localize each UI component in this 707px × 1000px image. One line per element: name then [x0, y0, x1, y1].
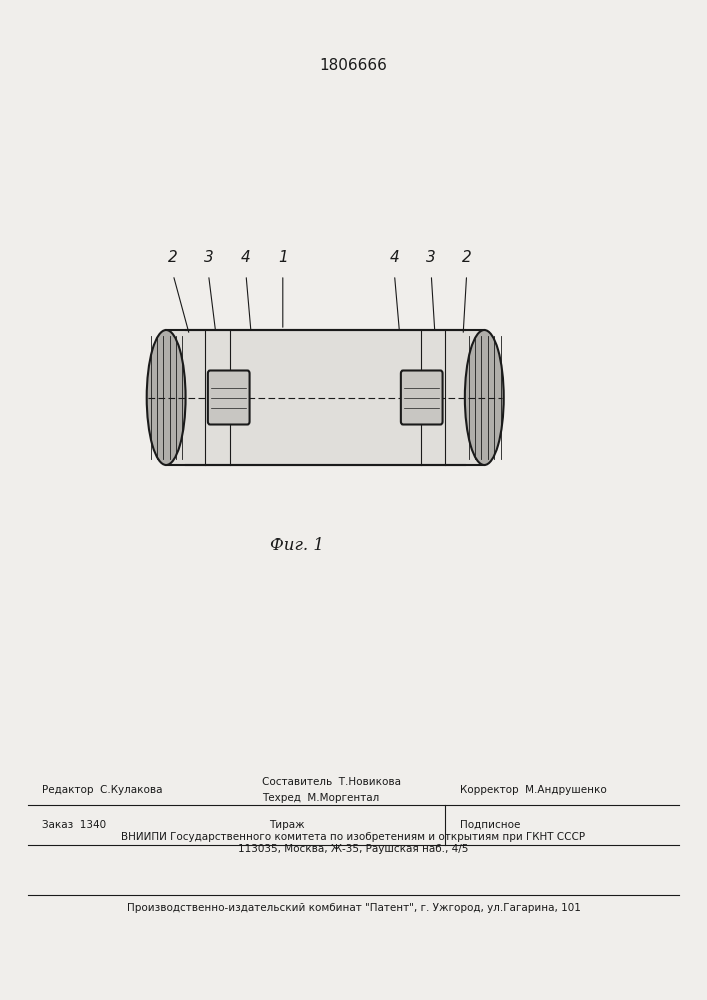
FancyBboxPatch shape	[208, 370, 250, 424]
Ellipse shape	[146, 330, 185, 465]
Ellipse shape	[465, 330, 503, 465]
Text: Тираж: Тираж	[269, 820, 304, 830]
Text: Корректор  М.Андрушенко: Корректор М.Андрушенко	[460, 785, 607, 795]
Text: 3: 3	[204, 250, 214, 265]
Text: Фиг. 1: Фиг. 1	[270, 536, 324, 554]
Text: 3: 3	[426, 250, 436, 265]
Text: Подписное: Подписное	[460, 820, 520, 830]
Text: 4: 4	[390, 250, 399, 265]
Text: Редактор  С.Кулакова: Редактор С.Кулакова	[42, 785, 163, 795]
Text: Производственно-издательский комбинат "Патент", г. Ужгород, ул.Гагарина, 101: Производственно-издательский комбинат "П…	[127, 903, 580, 913]
Text: 113035, Москва, Ж-35, Раушская наб., 4/5: 113035, Москва, Ж-35, Раушская наб., 4/5	[238, 844, 469, 854]
Text: 1806666: 1806666	[320, 57, 387, 73]
Text: Составитель  Т.Новикова: Составитель Т.Новикова	[262, 777, 401, 787]
FancyBboxPatch shape	[166, 330, 484, 465]
Text: Заказ  1340: Заказ 1340	[42, 820, 107, 830]
Text: 2: 2	[168, 250, 178, 265]
Text: ВНИИПИ Государственного комитета по изобретениям и открытиям при ГКНТ СССР: ВНИИПИ Государственного комитета по изоб…	[122, 832, 585, 842]
Text: 2: 2	[462, 250, 472, 265]
Text: 4: 4	[241, 250, 251, 265]
Text: 1: 1	[278, 250, 288, 265]
Text: Техред  М.Моргентал: Техред М.Моргентал	[262, 793, 379, 803]
FancyBboxPatch shape	[401, 370, 443, 424]
